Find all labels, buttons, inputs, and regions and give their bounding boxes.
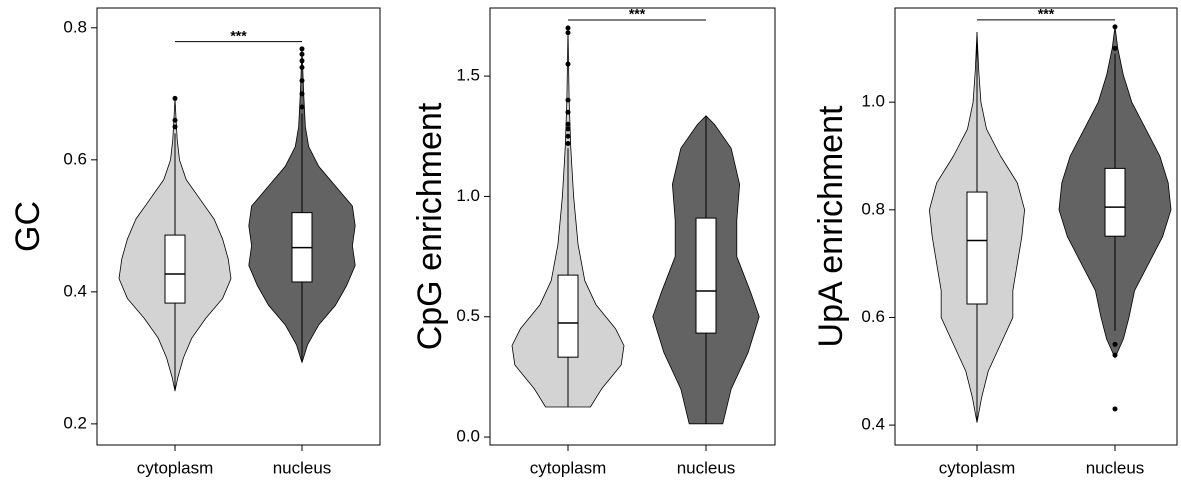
y-axis-label: CpG enrichment [411, 102, 449, 350]
significance-label: *** [1038, 6, 1055, 22]
outlier [565, 61, 571, 67]
significance-label: *** [230, 27, 247, 43]
outlier [565, 133, 571, 139]
y-tick-label: 0.4 [63, 281, 87, 300]
outlier [565, 25, 571, 31]
y-axis-label: UpA enrichment [812, 105, 850, 347]
outlier [299, 51, 305, 57]
y-tick-label: 0.4 [861, 415, 885, 434]
x-tick-label: cytoplasm [530, 458, 607, 477]
outlier [1112, 352, 1118, 358]
x-tick-label: nucleus [1086, 458, 1145, 477]
y-tick-label: 0.8 [63, 17, 87, 36]
y-tick-label: 0.6 [861, 307, 885, 326]
y-tick-label: 0.2 [63, 413, 87, 432]
outlier [299, 78, 305, 84]
box [695, 217, 717, 334]
plot-frame [96, 7, 381, 446]
outlier [299, 58, 305, 64]
significance-label: *** [629, 6, 646, 22]
plot-frame [489, 7, 776, 446]
y-tick-label: 0.6 [63, 149, 87, 168]
x-tick-label: cytoplasm [939, 458, 1016, 477]
outlier [1112, 341, 1118, 347]
y-tick-label: 0.0 [456, 427, 480, 446]
y-tick-label: 1.0 [456, 186, 480, 205]
outlier [299, 104, 305, 110]
box [1104, 167, 1126, 237]
outlier [299, 91, 305, 97]
outlier [565, 97, 571, 103]
plot-frame [894, 7, 1178, 446]
outlier [172, 95, 178, 101]
panel: 0.4 0.6 0.8 1.0 UpA enrichment cytoplasm nucle… [812, 6, 1178, 477]
x-tick-label: nucleus [677, 458, 736, 477]
box [557, 274, 579, 358]
box [164, 234, 186, 304]
y-tick-label: 0.8 [861, 199, 885, 218]
outlier [565, 121, 571, 127]
outlier [299, 46, 305, 52]
outlier [299, 64, 305, 70]
outlier [565, 30, 571, 36]
panel: 0.2 0.4 0.6 0.8 GC cytoplasm nucleus *** [9, 7, 381, 477]
box [966, 191, 988, 305]
outlier [565, 140, 571, 146]
y-tick-label: 1.5 [456, 66, 480, 85]
outlier [565, 126, 571, 132]
outlier [1112, 24, 1118, 30]
outlier [1112, 45, 1118, 51]
outlier [565, 109, 571, 115]
x-tick-label: cytoplasm [137, 458, 214, 477]
outlier [172, 117, 178, 123]
x-tick-label: nucleus [273, 458, 332, 477]
outlier [1112, 406, 1118, 412]
y-tick-label: 0.5 [456, 306, 480, 325]
outlier [172, 124, 178, 130]
panel: 0.0 0.5 1.0 1.5 CpG enrichment cytoplasm nucle… [411, 6, 776, 477]
y-tick-label: 1.0 [861, 92, 885, 111]
y-axis-label: GC [9, 201, 47, 252]
